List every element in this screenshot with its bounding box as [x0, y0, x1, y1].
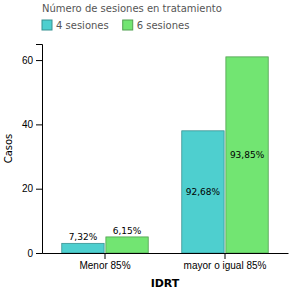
- bar-label: 93,85%: [230, 150, 265, 160]
- bars: [62, 57, 268, 253]
- x-tick-label: Menor 85%: [79, 260, 130, 271]
- legend-label: 4 sesiones: [56, 20, 109, 31]
- bar: [226, 57, 268, 253]
- chart-svg: Número de sesiones en tratamiento 4 sesio…: [0, 0, 298, 293]
- x-axis-title: IDRT: [151, 277, 180, 290]
- legend-item: 4 sesiones: [42, 20, 109, 31]
- x-tick-mark: [225, 253, 226, 259]
- y-tick-label: 0: [27, 248, 33, 259]
- y-tick: 40: [22, 119, 42, 130]
- y-tick-label: 20: [22, 183, 34, 194]
- bar-label: 92,68%: [186, 187, 221, 197]
- x-tick-mark: [105, 253, 106, 259]
- x-tick-label: mayor o igual 85%: [184, 260, 267, 271]
- bar-label: 7,32%: [69, 232, 98, 242]
- y-tick-label: 40: [22, 119, 34, 130]
- legend-label: 6 sesiones: [137, 20, 190, 31]
- legend-title: Número de sesiones en tratamiento: [42, 3, 222, 14]
- plot-area: 0 20 40 60 Menor 85% mayor o igual 85% 7,32% 92…: [22, 45, 289, 272]
- y-tick: 0: [27, 248, 42, 259]
- x-axis-line: [43, 253, 289, 254]
- x-tick: Menor 85%: [79, 253, 130, 271]
- y-tick-mark: [36, 124, 42, 125]
- y-tick-mark: [36, 253, 42, 254]
- legend-item: 6 sesiones: [123, 20, 190, 31]
- bar-label: 6,15%: [113, 226, 142, 236]
- y-tick: 60: [22, 55, 42, 66]
- bar-labels: 7,32% 92,68% 6,15% 93,85%: [69, 150, 265, 242]
- y-axis-title: Casos: [3, 134, 14, 164]
- y-tick-mark: [36, 60, 42, 61]
- bar: [62, 243, 104, 253]
- y-tick: 20: [22, 183, 42, 194]
- y-tick-label: 60: [22, 55, 34, 66]
- y-axis: 0 20 40 60: [22, 45, 43, 259]
- legend: Número de sesiones en tratamiento 4 sesio…: [42, 3, 222, 31]
- bar: [106, 237, 148, 253]
- chart-container: Número de sesiones en tratamiento 4 sesio…: [0, 0, 298, 293]
- y-tick-mark: [36, 189, 42, 190]
- x-tick: mayor o igual 85%: [184, 253, 267, 271]
- legend-swatch: [42, 20, 52, 30]
- legend-swatch: [123, 20, 133, 30]
- y-axis-line: [36, 45, 43, 254]
- x-axis: Menor 85% mayor o igual 85%: [43, 253, 289, 271]
- bar: [182, 131, 224, 253]
